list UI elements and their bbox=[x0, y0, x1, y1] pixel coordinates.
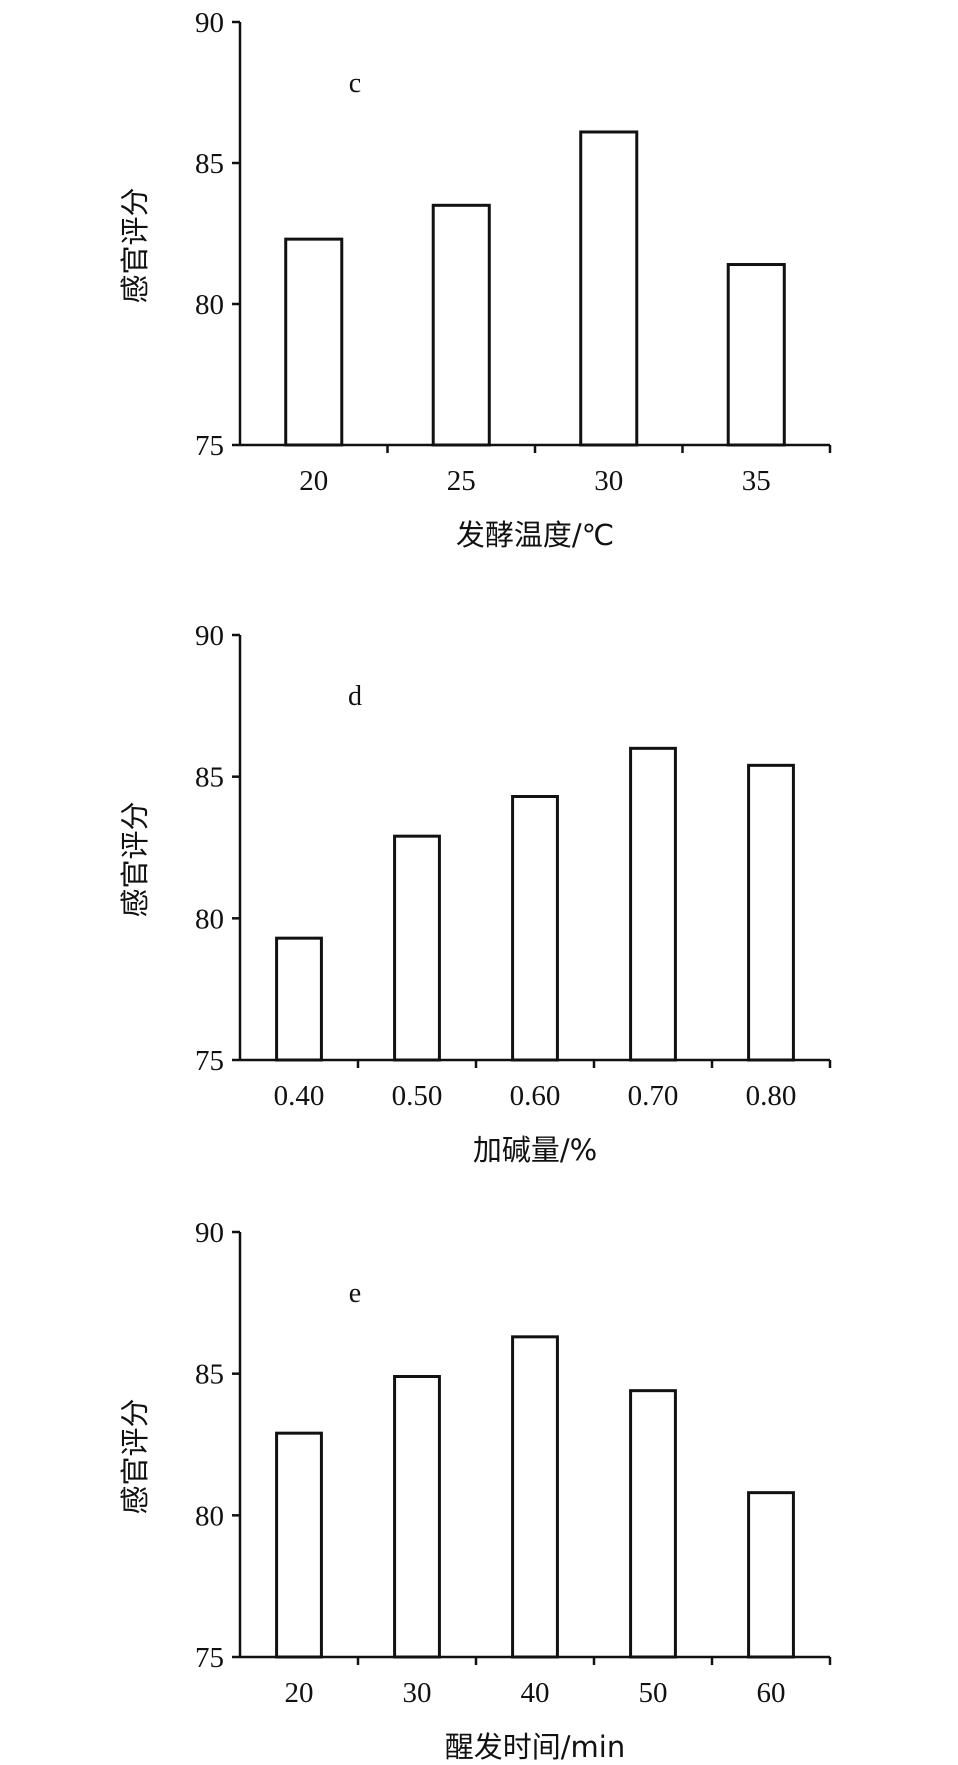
y-tick-label: 75 bbox=[195, 430, 224, 462]
bar-0.80 bbox=[747, 763, 795, 1062]
y-tick-label: 80 bbox=[195, 903, 224, 935]
x-tick-label: 60 bbox=[757, 1677, 786, 1709]
y-tick-label: 85 bbox=[195, 148, 224, 180]
x-tick-label: 0.80 bbox=[746, 1080, 797, 1112]
x-tick-label: 0.40 bbox=[274, 1080, 325, 1112]
x-tick-label: 50 bbox=[639, 1677, 668, 1709]
x-tick-label: 20 bbox=[285, 1677, 314, 1709]
x-axis-title: 加碱量/% bbox=[473, 1133, 597, 1167]
x-tick-label: 0.50 bbox=[392, 1080, 443, 1112]
x-tick-label: 30 bbox=[594, 465, 623, 497]
y-axis-title: 感官评分 bbox=[118, 801, 152, 917]
bar-20 bbox=[275, 1431, 323, 1659]
chart-panel-e: 75 80 85 90 20 30 40 50 60 e 醒发时间/min 感官评分 bbox=[118, 1217, 832, 1764]
x-tick-label: 40 bbox=[521, 1677, 550, 1709]
y-tick-label: 80 bbox=[195, 289, 224, 321]
bar-0.50 bbox=[393, 834, 441, 1062]
x-axis-title: 发酵温度/℃ bbox=[456, 518, 614, 552]
y-tick-label: 75 bbox=[195, 1045, 224, 1077]
y-tick-label: 90 bbox=[195, 1217, 224, 1249]
bar-35 bbox=[726, 263, 786, 447]
y-tick-label: 75 bbox=[195, 1642, 224, 1674]
panel-label: e bbox=[349, 1278, 361, 1309]
bar-25 bbox=[431, 203, 491, 447]
bar-40 bbox=[511, 1335, 559, 1659]
x-tick-label: 0.60 bbox=[510, 1080, 561, 1112]
bar-30 bbox=[579, 130, 639, 447]
y-tick-label: 90 bbox=[195, 7, 224, 39]
x-tick-label: 30 bbox=[403, 1677, 432, 1709]
bar-50 bbox=[629, 1389, 677, 1659]
chart-panel-c: 75 80 85 90 20 25 30 35 c 发酵温度/℃ 感官评分 bbox=[118, 7, 832, 552]
x-tick-label: 0.70 bbox=[628, 1080, 679, 1112]
panel-label: d bbox=[348, 681, 362, 712]
x-tick-label: 35 bbox=[742, 465, 771, 497]
bar-0.70 bbox=[629, 746, 677, 1062]
y-tick-label: 80 bbox=[195, 1500, 224, 1532]
x-axis-title: 醒发时间/min bbox=[445, 1730, 625, 1764]
bar-60 bbox=[747, 1491, 795, 1659]
y-axis-title: 感官评分 bbox=[118, 187, 152, 303]
y-axis-title: 感官评分 bbox=[118, 1398, 152, 1514]
chart-panel-d: 75 80 85 90 0.40 0.50 0.60 0.70 0.80 d 加碱量/% 感官评分 bbox=[118, 620, 832, 1167]
x-tick-label: 20 bbox=[299, 465, 328, 497]
bar-20 bbox=[284, 237, 344, 447]
y-tick-label: 85 bbox=[195, 1359, 224, 1391]
bar-0.60 bbox=[511, 795, 559, 1062]
bar-0.40 bbox=[275, 936, 323, 1062]
panel-label: c bbox=[349, 68, 361, 99]
y-tick-label: 85 bbox=[195, 762, 224, 794]
x-tick-label: 25 bbox=[447, 465, 476, 497]
y-tick-label: 90 bbox=[195, 620, 224, 652]
bar-30 bbox=[393, 1375, 441, 1659]
